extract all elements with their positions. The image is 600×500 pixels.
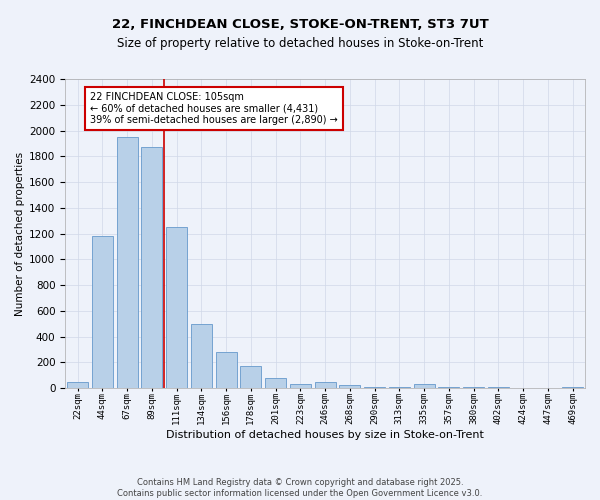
Bar: [191, 324, 212, 388]
Bar: [439, 386, 460, 388]
Bar: [166, 227, 187, 388]
Bar: [314, 382, 335, 388]
Text: Contains HM Land Registry data © Crown copyright and database right 2025.
Contai: Contains HM Land Registry data © Crown c…: [118, 478, 482, 498]
Text: Size of property relative to detached houses in Stoke-on-Trent: Size of property relative to detached ho…: [117, 38, 483, 51]
Bar: [116, 137, 137, 388]
Bar: [67, 382, 88, 388]
Bar: [265, 378, 286, 388]
Text: 22, FINCHDEAN CLOSE, STOKE-ON-TRENT, ST3 7UT: 22, FINCHDEAN CLOSE, STOKE-ON-TRENT, ST3…: [112, 18, 488, 30]
Bar: [389, 386, 410, 388]
X-axis label: Distribution of detached houses by size in Stoke-on-Trent: Distribution of detached houses by size …: [166, 430, 484, 440]
Bar: [240, 366, 262, 388]
Y-axis label: Number of detached properties: Number of detached properties: [15, 152, 25, 316]
Bar: [340, 386, 361, 388]
Bar: [141, 147, 163, 388]
Bar: [215, 352, 236, 388]
Bar: [364, 386, 385, 388]
Text: 22 FINCHDEAN CLOSE: 105sqm
← 60% of detached houses are smaller (4,431)
39% of s: 22 FINCHDEAN CLOSE: 105sqm ← 60% of deta…: [90, 92, 338, 125]
Bar: [290, 384, 311, 388]
Bar: [413, 384, 434, 388]
Bar: [92, 236, 113, 388]
